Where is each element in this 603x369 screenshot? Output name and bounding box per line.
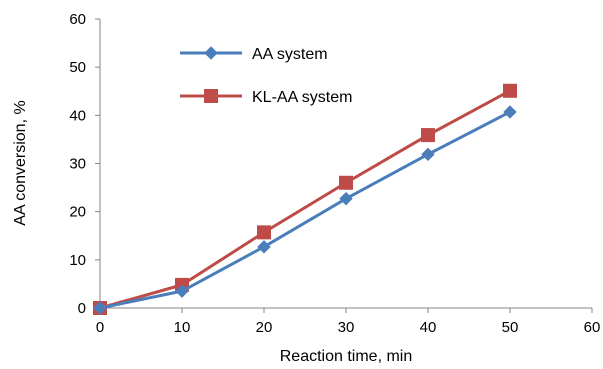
x-tick-label: 30 — [338, 319, 355, 336]
y-tick-label: 40 — [69, 107, 86, 124]
y-tick-label: 0 — [78, 300, 86, 317]
data-point-aa-system — [175, 284, 189, 298]
x-tick-label: 40 — [420, 319, 437, 336]
legend-item-aa-system: AA system — [180, 46, 328, 63]
y-tick-label: 30 — [69, 156, 86, 173]
y-axis-ticks: 0 10 20 30 40 50 60 — [69, 11, 100, 317]
legend-label-kl-aa-system: KL-AA system — [252, 89, 352, 106]
legend-label-aa-system: AA system — [252, 46, 328, 63]
legend-marker-aa-system — [204, 46, 218, 60]
data-point-aa-system — [421, 147, 435, 162]
data-point-aa-system — [503, 105, 517, 119]
data-point-kl-aa-system — [339, 175, 353, 190]
y-tick-label: 20 — [69, 204, 86, 221]
x-tick-label: 60 — [584, 319, 601, 336]
series-layer — [93, 83, 517, 315]
data-point-aa-system — [93, 301, 107, 315]
y-tick-label: 50 — [69, 59, 86, 76]
x-tick-label: 10 — [174, 319, 191, 336]
series-kl-aa-system — [93, 83, 517, 315]
legend-item-kl-aa-system: KL-AA system — [180, 89, 352, 106]
x-axis-title: Reaction time, min — [280, 348, 413, 365]
data-point-kl-aa-system — [503, 83, 517, 98]
y-axis-title: AA conversion, % — [12, 100, 29, 225]
y-tick-label: 10 — [69, 252, 86, 269]
series-line-aa-system — [99, 110, 511, 310]
x-tick-label: 0 — [96, 319, 104, 336]
series-aa-system — [93, 105, 517, 315]
data-point-kl-aa-system — [421, 128, 435, 143]
axes — [99, 19, 592, 309]
data-point-aa-system — [339, 191, 353, 206]
x-tick-label: 50 — [502, 319, 519, 336]
legend: AA system KL-AA system — [180, 46, 352, 106]
legend-marker-kl-aa-system — [204, 89, 218, 103]
y-tick-label: 60 — [69, 11, 86, 28]
series-line-kl-aa-system — [99, 89, 511, 310]
data-point-aa-system — [257, 240, 271, 254]
x-tick-label: 20 — [256, 319, 273, 336]
x-axis-ticks: 0 10 20 30 40 50 60 — [96, 308, 601, 336]
data-point-kl-aa-system — [257, 225, 271, 240]
